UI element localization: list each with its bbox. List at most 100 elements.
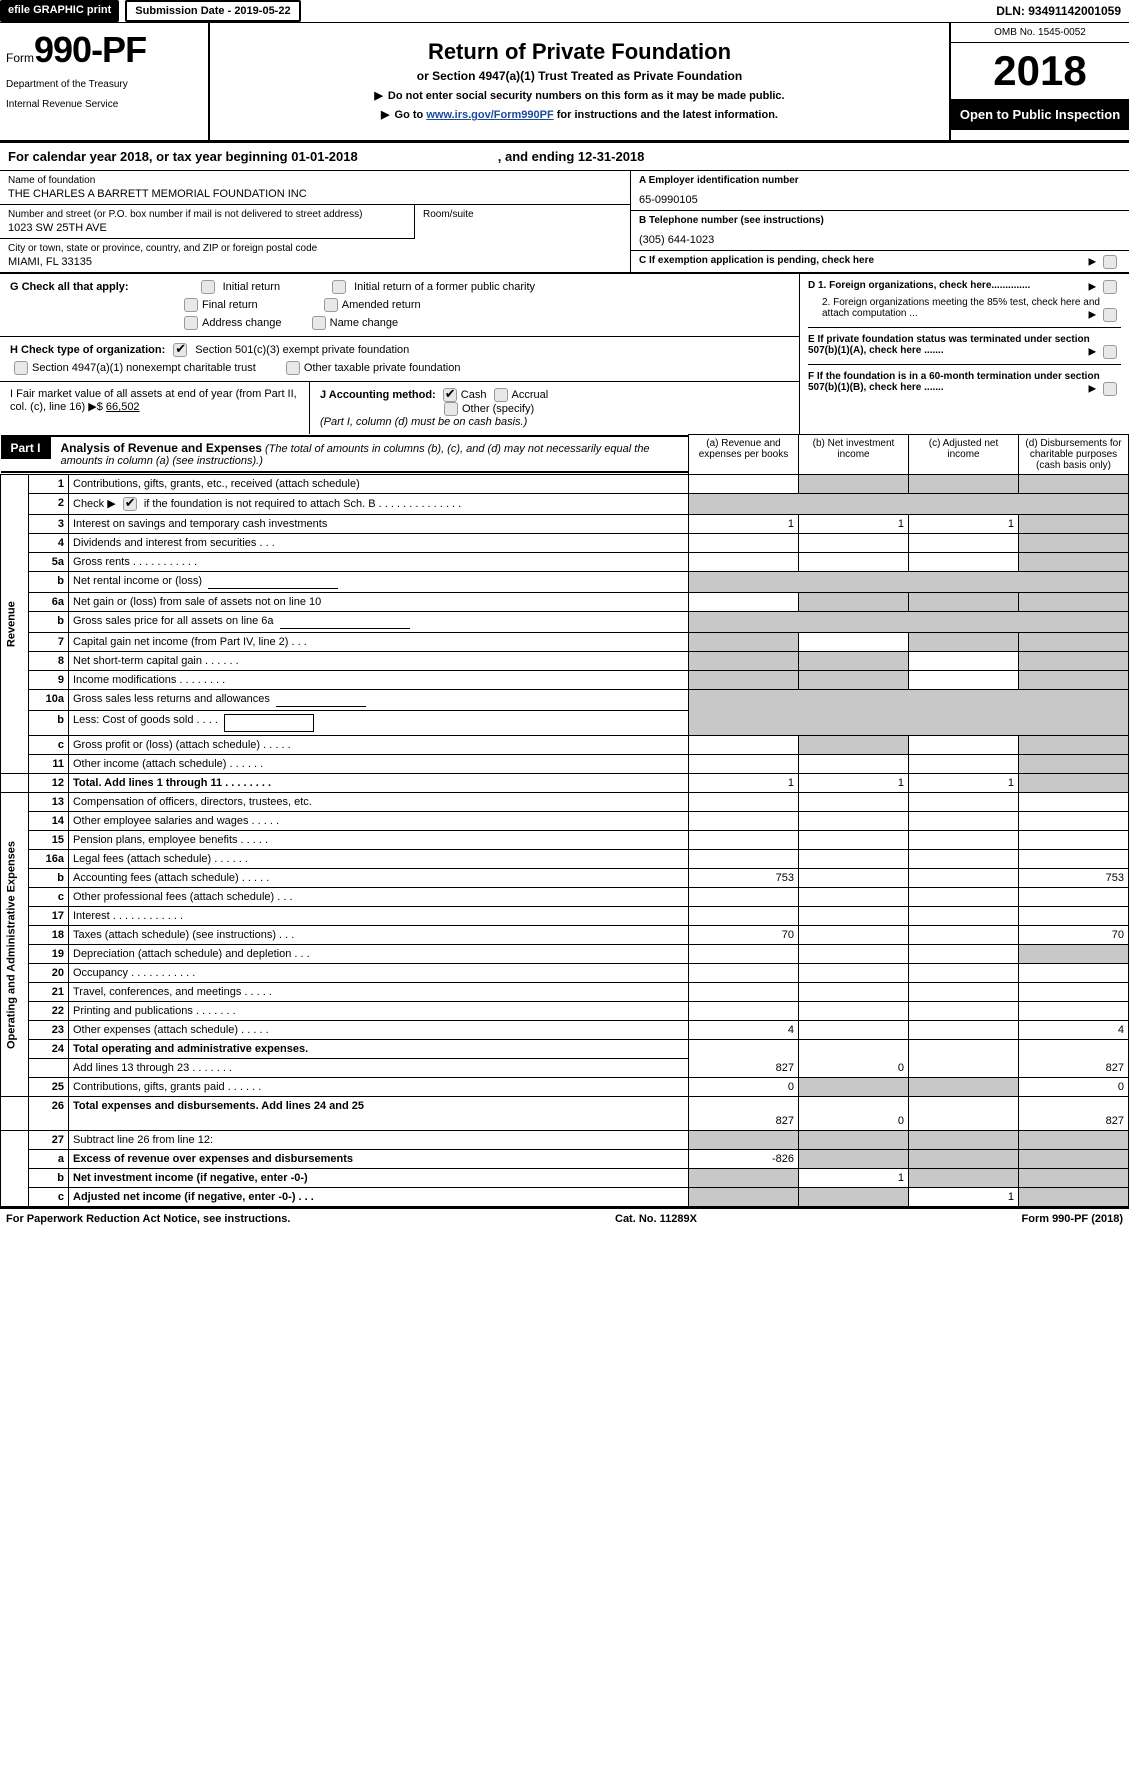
ln-2: 2 bbox=[29, 494, 69, 515]
note1-text: Do not enter social security numbers on … bbox=[388, 90, 785, 102]
g-initial-checkbox[interactable] bbox=[201, 280, 215, 294]
ln-16b: b bbox=[29, 869, 69, 888]
d2-checkbox[interactable] bbox=[1103, 308, 1117, 322]
c-c-22 bbox=[909, 1002, 1019, 1021]
i-value: 66,502 bbox=[106, 401, 140, 413]
desc-10b-text: Less: Cost of goods sold . . . . bbox=[73, 714, 218, 726]
open-inspection: Open to Public Inspection bbox=[951, 99, 1129, 130]
sch-b-checkbox[interactable] bbox=[123, 497, 137, 511]
h-501c3-checkbox[interactable] bbox=[173, 343, 187, 357]
c-d-15 bbox=[1019, 831, 1129, 850]
c-c-18 bbox=[909, 926, 1019, 945]
phone-label: B Telephone number (see instructions) bbox=[639, 215, 1121, 226]
c-label: C If exemption application is pending, c… bbox=[639, 255, 874, 266]
ein-label: A Employer identification number bbox=[639, 175, 1121, 186]
c-b-27 bbox=[799, 1131, 909, 1150]
row-15: 15Pension plans, employee benefits . . .… bbox=[1, 831, 1129, 850]
h-opt3: Other taxable private foundation bbox=[304, 362, 461, 374]
e-checkbox[interactable] bbox=[1103, 345, 1117, 359]
ln-19: 19 bbox=[29, 945, 69, 964]
j-cash-checkbox[interactable] bbox=[443, 388, 457, 402]
row-2: 2 Check ▶ if the foundation is not requi… bbox=[1, 494, 1129, 515]
header-left: Form990-PF Department of the Treasury In… bbox=[0, 23, 210, 140]
h-other-checkbox[interactable] bbox=[286, 361, 300, 375]
c-2 bbox=[689, 494, 1129, 515]
i-line: I Fair market value of all assets at end… bbox=[0, 382, 310, 434]
footer-left: For Paperwork Reduction Act Notice, see … bbox=[6, 1213, 290, 1225]
row-14: 14Other employee salaries and wages . . … bbox=[1, 812, 1129, 831]
row-5b: b Net rental income or (loss) bbox=[1, 572, 1129, 593]
row-12: 12Total. Add lines 1 through 11 . . . . … bbox=[1, 774, 1129, 793]
row-17: 17Interest . . . . . . . . . . . . bbox=[1, 907, 1129, 926]
c-a-18: 70 bbox=[689, 926, 799, 945]
note2-post: for instructions and the latest informat… bbox=[554, 109, 778, 121]
c-d-7 bbox=[1019, 633, 1129, 652]
c-d-27 bbox=[1019, 1131, 1129, 1150]
c-c-16c bbox=[909, 888, 1019, 907]
f-checkbox[interactable] bbox=[1103, 382, 1117, 396]
c-b-7 bbox=[799, 633, 909, 652]
i-label: I Fair market value of all assets at end… bbox=[10, 388, 297, 413]
j-other-checkbox[interactable] bbox=[444, 402, 458, 416]
c-d-27b bbox=[1019, 1169, 1129, 1188]
entity-left: Name of foundation THE CHARLES A BARRETT… bbox=[0, 171, 630, 272]
g-line: G Check all that apply: Initial return I… bbox=[0, 274, 799, 337]
g-amended-checkbox[interactable] bbox=[324, 298, 338, 312]
desc-20: Occupancy . . . . . . . . . . . bbox=[69, 964, 689, 983]
c-d-27a bbox=[1019, 1150, 1129, 1169]
omb-number: OMB No. 1545-0052 bbox=[951, 23, 1129, 43]
ln-5b: b bbox=[29, 572, 69, 593]
desc-8: Net short-term capital gain . . . . . . bbox=[69, 652, 689, 671]
row-16c: cOther professional fees (attach schedul… bbox=[1, 888, 1129, 907]
c-d-16c bbox=[1019, 888, 1129, 907]
ln-10a: 10a bbox=[29, 690, 69, 711]
j-accrual-checkbox[interactable] bbox=[494, 388, 508, 402]
ghij-left: G Check all that apply: Initial return I… bbox=[0, 274, 799, 434]
c-c-16b bbox=[909, 869, 1019, 888]
g-opt3: Final return bbox=[202, 299, 258, 311]
c-c-15 bbox=[909, 831, 1019, 850]
c-b-18 bbox=[799, 926, 909, 945]
c-a-9 bbox=[689, 671, 799, 690]
ln-25: 25 bbox=[29, 1078, 69, 1097]
footer-mid: Cat. No. 11289X bbox=[615, 1213, 697, 1225]
c-d-23: 4 bbox=[1019, 1021, 1129, 1040]
ein-value: 65-0990105 bbox=[639, 194, 1121, 206]
g-opt1: Initial return bbox=[223, 281, 280, 293]
c-a-3: 1 bbox=[689, 515, 799, 534]
g-initial-former-checkbox[interactable] bbox=[332, 280, 346, 294]
desc-2b: if the foundation is not required to att… bbox=[144, 498, 376, 510]
c-b-20 bbox=[799, 964, 909, 983]
c-checkbox[interactable] bbox=[1103, 255, 1117, 269]
e-text: E If private foundation status was termi… bbox=[808, 334, 1090, 356]
c-6b bbox=[689, 612, 1129, 633]
g-name-checkbox[interactable] bbox=[312, 316, 326, 330]
row-24: 24Total operating and administrative exp… bbox=[1, 1040, 1129, 1059]
h-4947-checkbox[interactable] bbox=[14, 361, 28, 375]
desc-27b: Net investment income (if negative, ente… bbox=[69, 1169, 689, 1188]
row-16a: 16aLegal fees (attach schedule) . . . . … bbox=[1, 850, 1129, 869]
c-a-7 bbox=[689, 633, 799, 652]
c-a-13 bbox=[689, 793, 799, 812]
c-b-27a bbox=[799, 1150, 909, 1169]
c-d-12 bbox=[1019, 774, 1129, 793]
row-27b: bNet investment income (if negative, ent… bbox=[1, 1169, 1129, 1188]
g-final-checkbox[interactable] bbox=[184, 298, 198, 312]
desc-1: Contributions, gifts, grants, etc., rece… bbox=[69, 475, 689, 494]
desc-22: Printing and publications . . . . . . . bbox=[69, 1002, 689, 1021]
part1-title: Analysis of Revenue and Expenses (The to… bbox=[51, 437, 688, 471]
e-line: E If private foundation status was termi… bbox=[808, 327, 1121, 356]
desc-11: Other income (attach schedule) . . . . .… bbox=[69, 755, 689, 774]
c-a-12: 1 bbox=[689, 774, 799, 793]
g-address-checkbox[interactable] bbox=[184, 316, 198, 330]
c-c-20 bbox=[909, 964, 1019, 983]
d1-checkbox[interactable] bbox=[1103, 280, 1117, 294]
c-d-20 bbox=[1019, 964, 1129, 983]
dept-treasury: Department of the Treasury bbox=[6, 79, 198, 91]
c-a-27b bbox=[689, 1169, 799, 1188]
dept-irs: Internal Revenue Service bbox=[6, 99, 198, 111]
irs-link[interactable]: www.irs.gov/Form990PF bbox=[426, 109, 553, 121]
row-6a: 6aNet gain or (loss) from sale of assets… bbox=[1, 593, 1129, 612]
spacer-pill bbox=[307, 0, 989, 22]
ln-23: 23 bbox=[29, 1021, 69, 1040]
